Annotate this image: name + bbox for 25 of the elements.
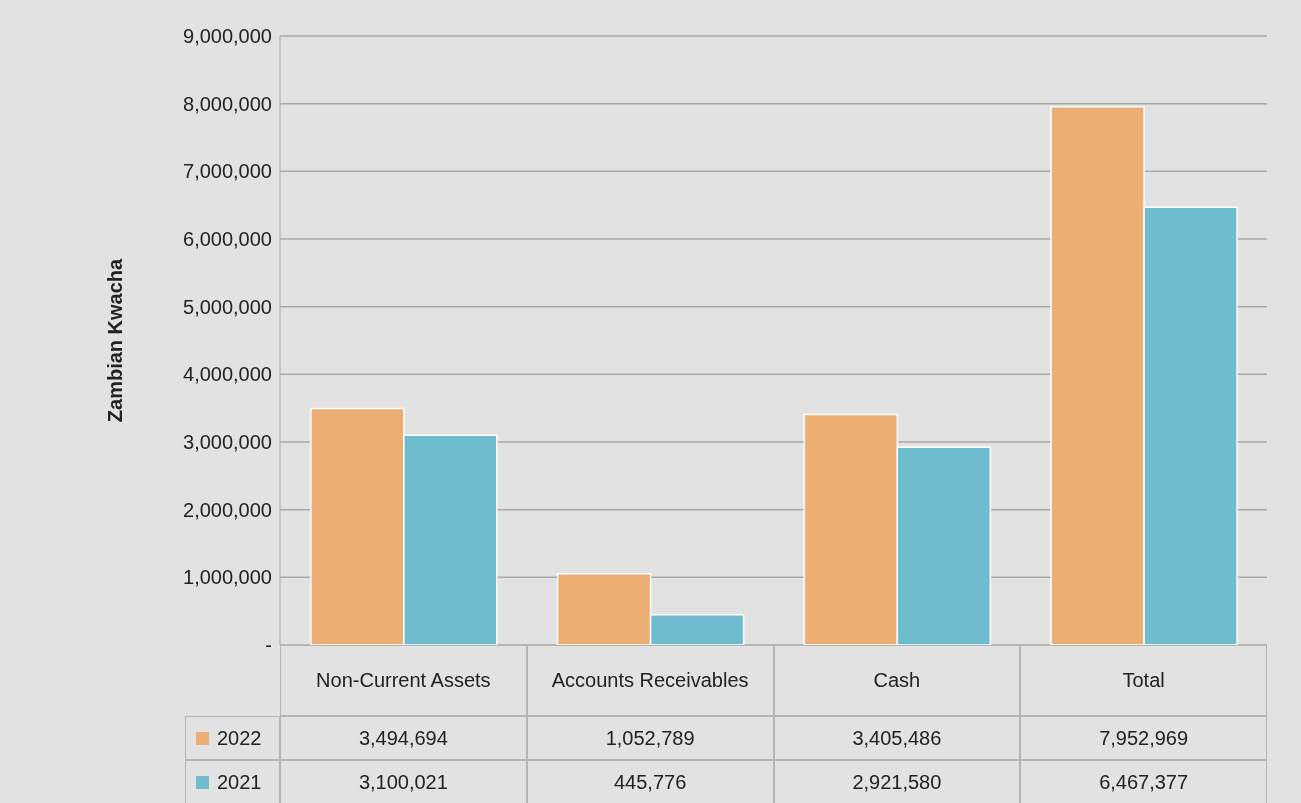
data-label: 6,467,377 (1020, 760, 1267, 803)
y-tick-label: 1,000,000 (183, 566, 272, 589)
data-label: 3,494,694 (280, 716, 527, 760)
data-label: 445,776 (526, 760, 774, 803)
y-tick-label: 3,000,000 (183, 431, 272, 454)
y-tick-label: 2,000,000 (183, 498, 272, 521)
y-tick-label: 6,000,000 (183, 228, 272, 251)
data-label: 3,100,021 (280, 760, 527, 803)
x-tick-label: Total (1020, 645, 1267, 716)
y-tick-label: - (265, 634, 272, 657)
legend-label: 2022 (185, 716, 280, 760)
data-label: 3,405,486 (773, 716, 1021, 760)
data-label: 7,952,969 (1020, 716, 1267, 760)
y-tick-label: 9,000,000 (183, 25, 272, 48)
y-tick-label: 7,000,000 (183, 160, 272, 183)
data-label: 1,052,789 (526, 716, 774, 760)
legend-label: 2021 (185, 760, 280, 803)
x-tick-label: Accounts Receivables (526, 645, 774, 716)
y-tick-label: 4,000,000 (183, 363, 272, 386)
data-label: 2,921,580 (773, 760, 1021, 803)
y-tick-label: 5,000,000 (183, 295, 272, 318)
y-tick-label: 8,000,000 (183, 92, 272, 115)
y-axis-title: Zambian Kwacha (104, 257, 127, 423)
x-tick-label: Non-Current Assets (280, 645, 527, 716)
x-tick-label: Cash (773, 645, 1021, 716)
